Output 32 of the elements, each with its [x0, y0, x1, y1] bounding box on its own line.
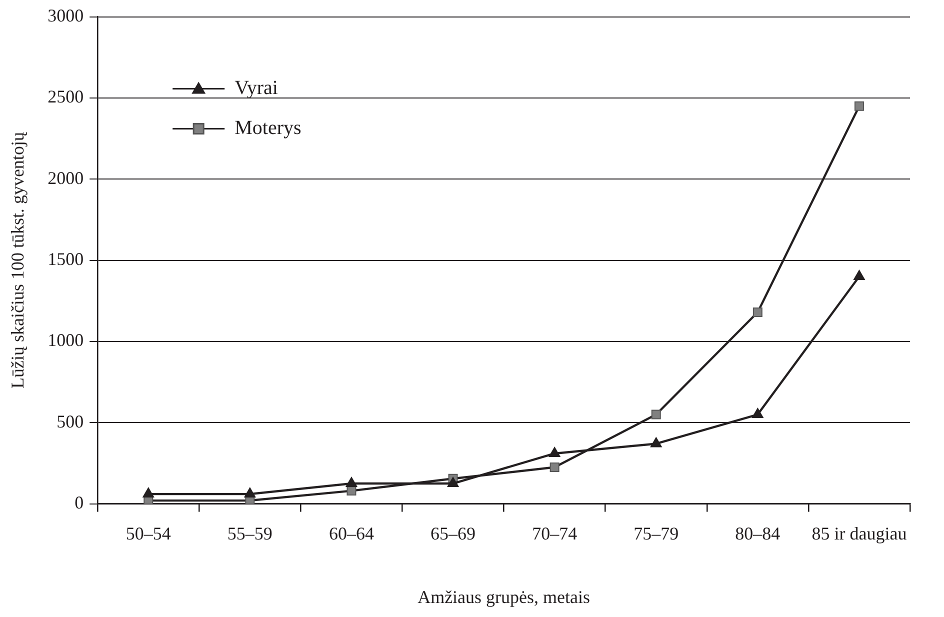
x-axis-title: Amžiaus grupės, metais — [418, 586, 590, 607]
y-tick-label: 2000 — [48, 168, 84, 188]
x-tick-label: 70–74 — [532, 523, 578, 544]
point — [854, 270, 865, 280]
x-tick-label: 60–64 — [328, 523, 374, 544]
x-tick-label: 85 ir daugiau — [812, 523, 907, 544]
point — [548, 446, 560, 457]
point — [447, 477, 459, 488]
legend-label: Moterys — [234, 117, 302, 140]
point — [244, 488, 256, 498]
x-tick-label: 55–59 — [227, 523, 272, 544]
point — [346, 477, 358, 488]
y-tick-label: 2500 — [48, 86, 84, 107]
point — [550, 462, 560, 472]
point — [142, 488, 154, 498]
x-tick-label: 80–84 — [735, 523, 780, 544]
point — [854, 101, 864, 111]
y-tick-label: 500 — [56, 411, 84, 432]
x-tick-label: 75–79 — [634, 523, 679, 544]
point — [651, 410, 661, 420]
y-axis-title: Lūžių skaičius 100 tūkst. gyventojų — [8, 131, 28, 389]
point — [752, 308, 762, 317]
x-tick-label: 65–69 — [430, 523, 476, 544]
point — [346, 486, 356, 496]
x-tick-label: 50–54 — [126, 523, 171, 544]
y-tick-label: 0 — [74, 492, 84, 513]
y-tick-label: 1000 — [48, 330, 84, 350]
legend-label: Vyrai — [234, 77, 278, 100]
point — [752, 408, 764, 418]
y-tick-label: 3000 — [48, 6, 84, 26]
point — [650, 437, 662, 448]
y-tick-label: 1500 — [48, 249, 84, 270]
